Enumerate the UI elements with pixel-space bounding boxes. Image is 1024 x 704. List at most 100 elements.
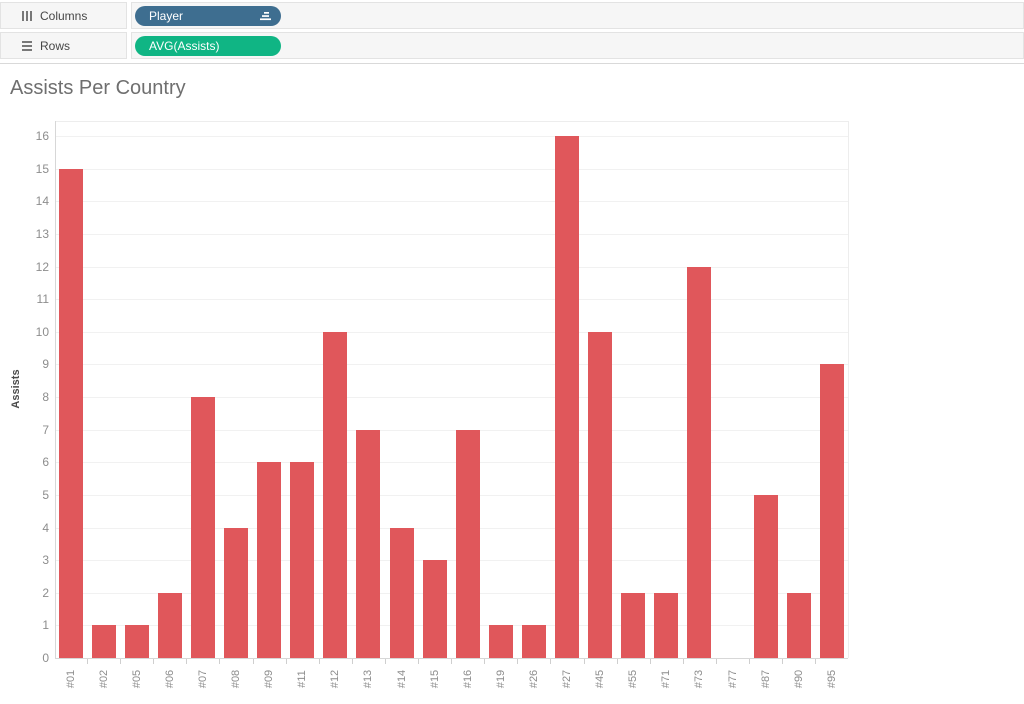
x-tick-label: #05	[130, 669, 143, 689]
x-axis-tick	[782, 659, 784, 664]
bar-05[interactable]	[124, 625, 149, 658]
bar-73[interactable]	[687, 266, 712, 658]
gridline	[56, 429, 848, 431]
gridline	[56, 560, 848, 562]
sort-descending-icon[interactable]	[260, 11, 272, 21]
y-tick-label: 9	[42, 357, 49, 372]
gridline	[56, 233, 848, 235]
x-tick-label: #01	[64, 669, 77, 689]
x-tick-label: #16	[461, 669, 474, 689]
bar-27[interactable]	[555, 136, 579, 658]
bar-71[interactable]	[654, 592, 679, 658]
x-tick-label: #26	[527, 669, 540, 689]
bar-07[interactable]	[190, 397, 215, 658]
bar-14[interactable]	[389, 527, 414, 658]
y-tick-label: 15	[35, 161, 49, 176]
x-axis-tick	[715, 659, 717, 664]
bar-19[interactable]	[488, 625, 513, 658]
avg-assists-pill[interactable]: AVG(Assists)	[135, 35, 281, 56]
x-tick-label: #77	[726, 669, 739, 689]
x-tick-label: #87	[759, 669, 772, 689]
gridline	[56, 364, 848, 366]
x-axis-line	[55, 658, 848, 659]
y-tick-label: 13	[35, 226, 49, 241]
x-axis-tick	[318, 659, 320, 664]
x-tick-label: #02	[97, 669, 110, 689]
bar-87[interactable]	[753, 494, 778, 658]
columns-icon	[22, 10, 32, 21]
chart-title: Assists Per Country	[10, 77, 186, 99]
gridline	[56, 625, 848, 627]
y-tick-label: 5	[42, 487, 49, 502]
columns-shelf-drop-area[interactable]: Player	[131, 2, 1024, 29]
x-axis-tick	[649, 659, 651, 664]
gridline	[56, 299, 848, 301]
x-tick-label: #13	[362, 669, 375, 689]
x-tick-label: #19	[494, 669, 507, 689]
gridline	[56, 462, 848, 464]
gridline	[56, 331, 848, 333]
bar-55[interactable]	[621, 592, 646, 658]
x-tick-label: #11	[296, 670, 309, 688]
x-axis-tick	[550, 659, 552, 664]
x-axis-tick	[815, 659, 817, 664]
y-tick-label: 1	[42, 618, 49, 633]
x-tick-label: #15	[428, 669, 441, 689]
x-axis-tick	[153, 659, 155, 664]
y-tick-label: 7	[42, 422, 49, 437]
bar-90[interactable]	[786, 592, 811, 658]
bar-13[interactable]	[356, 429, 381, 658]
x-axis-tick	[583, 659, 585, 664]
bar-12[interactable]	[323, 331, 348, 658]
x-tick-label: #55	[627, 669, 640, 689]
avg-assists-pill-label: AVG(Assists)	[149, 38, 220, 53]
x-tick-label: #27	[561, 669, 573, 689]
x-axis-tick	[749, 659, 751, 664]
y-tick-label: 0	[42, 651, 49, 665]
bar-95[interactable]	[819, 364, 844, 658]
bar-08[interactable]	[224, 527, 248, 658]
x-tick-label: #95	[825, 669, 838, 689]
x-tick-label: #73	[693, 669, 706, 689]
gridline	[56, 592, 848, 594]
bar-15[interactable]	[422, 560, 447, 658]
bar-06[interactable]	[157, 592, 182, 658]
columns-shelf-row: Columns Player	[0, 2, 1024, 29]
y-tick-label: 3	[42, 553, 49, 568]
rows-shelf-text: Rows	[40, 38, 71, 53]
columns-shelf-text: Columns	[40, 8, 88, 23]
bar-01[interactable]	[58, 168, 83, 658]
y-tick-label: 6	[42, 455, 49, 470]
rows-shelf-drop-area[interactable]: AVG(Assists)	[131, 32, 1024, 59]
pane-border-top	[55, 121, 848, 122]
x-axis-tick	[120, 659, 122, 664]
x-axis-tick	[351, 659, 353, 664]
bar-02[interactable]	[91, 625, 116, 658]
x-axis-tick	[186, 659, 188, 664]
x-axis-tick	[517, 659, 519, 664]
y-tick-label: 10	[35, 324, 49, 339]
player-pill[interactable]: Player	[135, 5, 281, 26]
rows-shelf-row: Rows AVG(Assists)	[0, 32, 1024, 59]
bar-45[interactable]	[588, 331, 613, 658]
pane-border-right	[848, 121, 849, 658]
x-axis-tick	[682, 659, 684, 664]
x-tick-label: #09	[263, 669, 276, 689]
y-tick-label: 4	[42, 520, 49, 535]
bar-09[interactable]	[257, 462, 282, 658]
bar-26[interactable]	[521, 625, 546, 658]
gridline	[56, 527, 848, 529]
bar-11[interactable]	[290, 462, 315, 658]
x-tick-label: #45	[594, 669, 607, 689]
shelf-divider	[0, 63, 1024, 64]
y-axis-line	[55, 121, 56, 658]
y-tick-label: 2	[42, 585, 49, 600]
y-tick-label: 14	[35, 194, 49, 209]
x-axis-tick	[285, 659, 287, 664]
rows-icon	[22, 40, 32, 51]
gridline	[56, 201, 848, 203]
bar-16[interactable]	[455, 429, 480, 658]
columns-shelf-label: Columns	[0, 2, 127, 29]
gridline	[56, 397, 848, 398]
